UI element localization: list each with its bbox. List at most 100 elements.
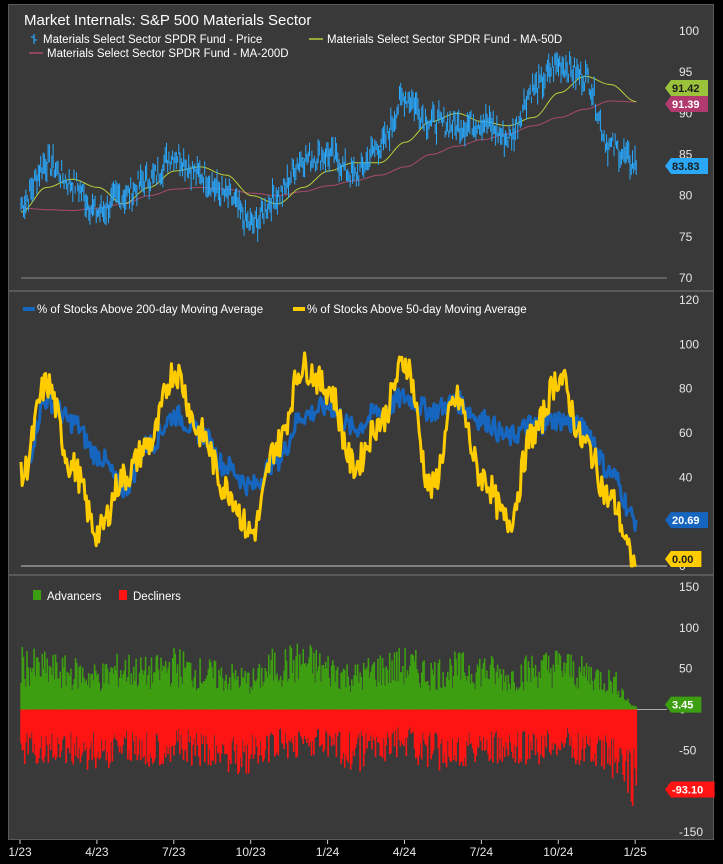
decliners-bar xyxy=(534,709,537,756)
decliners-bar xyxy=(502,709,505,747)
decliners-bar xyxy=(387,709,390,738)
advancers-bar xyxy=(604,692,607,710)
advancers-bar xyxy=(537,688,539,710)
decliners-bar xyxy=(441,709,443,739)
decliners-bar xyxy=(399,709,402,747)
advancers-bar xyxy=(136,687,139,710)
decliners-bar xyxy=(342,709,345,753)
decliners-bar xyxy=(180,709,182,735)
decliners-bar xyxy=(443,709,446,754)
advancers-bar xyxy=(474,689,476,710)
decliners-bar xyxy=(359,709,361,772)
advancers-bar xyxy=(282,680,284,710)
decliners-bar xyxy=(142,709,144,758)
advancers-bar xyxy=(91,673,93,710)
breadth-y-tick-label: 80 xyxy=(679,382,693,396)
advancers-bar xyxy=(228,677,231,710)
advancers-bar xyxy=(463,672,466,710)
advancers-bar xyxy=(553,672,556,710)
decliners-bar xyxy=(104,709,107,740)
decliners-bar xyxy=(91,709,93,761)
decliners-bar xyxy=(284,709,287,733)
advancers-bar xyxy=(434,661,436,710)
advancers-bar xyxy=(118,677,121,710)
advancers-bar xyxy=(598,689,601,710)
advancers-bar xyxy=(557,664,559,710)
decliners-bar xyxy=(87,709,90,761)
advancers-bar xyxy=(264,668,267,710)
advancers-bar xyxy=(374,679,377,710)
last-value-advancers: 3.45 xyxy=(672,700,693,712)
decliners-bar xyxy=(410,709,412,734)
decliners-bar xyxy=(559,709,562,751)
advancers-bar xyxy=(259,688,262,710)
breadth-y-tick-label: 120 xyxy=(679,293,699,307)
advancers-bar xyxy=(588,666,590,710)
last-value-above-50-tag xyxy=(665,551,702,567)
advancers-bar xyxy=(31,672,33,710)
x-tick-label: 4/24 xyxy=(393,845,417,859)
advancers-bar xyxy=(517,690,519,710)
advancers-bar xyxy=(532,667,534,710)
advancers-bar xyxy=(138,672,141,710)
advancers-bar xyxy=(148,666,150,710)
advancers-bar xyxy=(394,681,397,710)
advancers-bar xyxy=(441,688,443,710)
advancers-bar xyxy=(342,668,345,710)
decliners-bar xyxy=(609,709,611,766)
decliners-bar xyxy=(599,709,602,740)
advancers-bar xyxy=(520,664,523,710)
advancers-bar xyxy=(131,684,134,710)
advance-decline-chart: AdvancersDecliners-150-100-500501001503.… xyxy=(20,580,715,839)
decliners-bar xyxy=(272,709,275,736)
decliners-bar xyxy=(404,709,406,738)
advancers-bar xyxy=(319,653,321,710)
advancers-bar xyxy=(106,668,109,710)
decliners-bar xyxy=(156,709,159,736)
advancers-bar xyxy=(330,665,333,710)
decliners-bar xyxy=(160,709,162,765)
decliners-bar xyxy=(479,709,481,736)
decliners-bar xyxy=(526,709,528,760)
advancers-bar xyxy=(573,684,576,710)
breadth-y-tick-label: 60 xyxy=(679,426,693,440)
decliners-bar xyxy=(378,709,380,744)
decliners-bar xyxy=(80,709,83,756)
advancers-bar xyxy=(298,654,301,710)
decliners-bar xyxy=(58,709,60,744)
advancers-bar xyxy=(483,658,486,710)
advancers-bar xyxy=(359,672,361,710)
advancers-bar xyxy=(413,661,416,710)
decliners-bar xyxy=(242,709,244,740)
decliners-bar xyxy=(336,709,339,737)
advance-decline-panel: AdvancersDecliners-150-100-500501001503.… xyxy=(8,575,715,840)
price-point xyxy=(353,174,356,176)
advancers-bar xyxy=(187,662,189,710)
decliners-bar xyxy=(147,709,149,763)
advancers-bar xyxy=(230,689,232,710)
advancers-bar xyxy=(416,668,418,710)
decliners-bar xyxy=(63,709,65,737)
advancers-bar xyxy=(22,656,25,710)
decliners-bar xyxy=(327,709,329,757)
advancers-bar xyxy=(279,676,282,710)
advancers-bar xyxy=(283,670,285,710)
decliners-bar xyxy=(579,709,582,760)
decliners-bar xyxy=(390,709,392,754)
advancers-bar xyxy=(527,661,530,710)
advancers-bar xyxy=(211,667,213,710)
advancers-bar xyxy=(177,687,180,710)
decliners-bar xyxy=(191,709,193,766)
advancers-bar xyxy=(411,654,414,710)
decliners-bar xyxy=(211,709,213,760)
advancers-bar xyxy=(206,675,208,710)
decliners-bar xyxy=(464,709,467,767)
decliners-bar xyxy=(360,709,363,732)
price-point xyxy=(609,145,612,148)
decliners-bar xyxy=(151,709,154,764)
price-point xyxy=(327,153,330,156)
decliners-bar xyxy=(347,709,349,763)
decliners-bar xyxy=(68,709,71,754)
decliners-bar xyxy=(127,709,129,760)
advancers-bar xyxy=(477,667,480,710)
